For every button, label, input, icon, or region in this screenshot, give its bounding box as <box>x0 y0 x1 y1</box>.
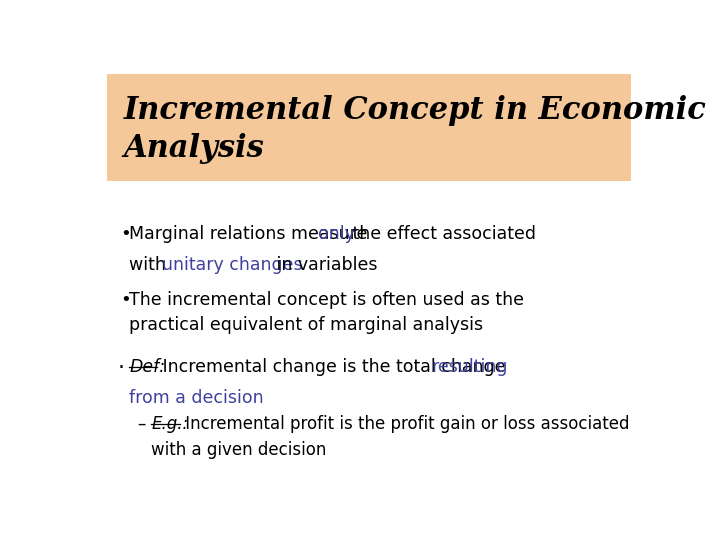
Text: with: with <box>129 256 171 274</box>
Text: –: – <box>138 415 146 433</box>
Text: the effect associated: the effect associated <box>346 225 536 243</box>
Text: Def:: Def: <box>129 358 165 376</box>
Text: only: only <box>318 225 355 243</box>
Text: unitary changes: unitary changes <box>162 256 302 274</box>
Text: •: • <box>121 225 132 243</box>
Text: in variables: in variables <box>271 256 377 274</box>
Text: Incremental Concept in Economic
Analysis: Incremental Concept in Economic Analysis <box>124 94 706 164</box>
Text: Incremental profit is the profit gain or loss associated: Incremental profit is the profit gain or… <box>180 415 630 433</box>
Text: resulting: resulting <box>431 358 508 376</box>
Text: ·: · <box>118 358 125 378</box>
Text: with a given decision: with a given decision <box>151 441 327 459</box>
FancyBboxPatch shape <box>107 74 631 181</box>
Text: Incremental change is the total change: Incremental change is the total change <box>157 358 511 376</box>
Text: •: • <box>121 292 132 309</box>
Text: E.g.:: E.g.: <box>151 415 189 433</box>
Text: The incremental concept is often used as the
practical equivalent of marginal an: The incremental concept is often used as… <box>129 292 524 334</box>
Text: from a decision: from a decision <box>129 389 264 407</box>
Text: Marginal relations measure: Marginal relations measure <box>129 225 373 243</box>
